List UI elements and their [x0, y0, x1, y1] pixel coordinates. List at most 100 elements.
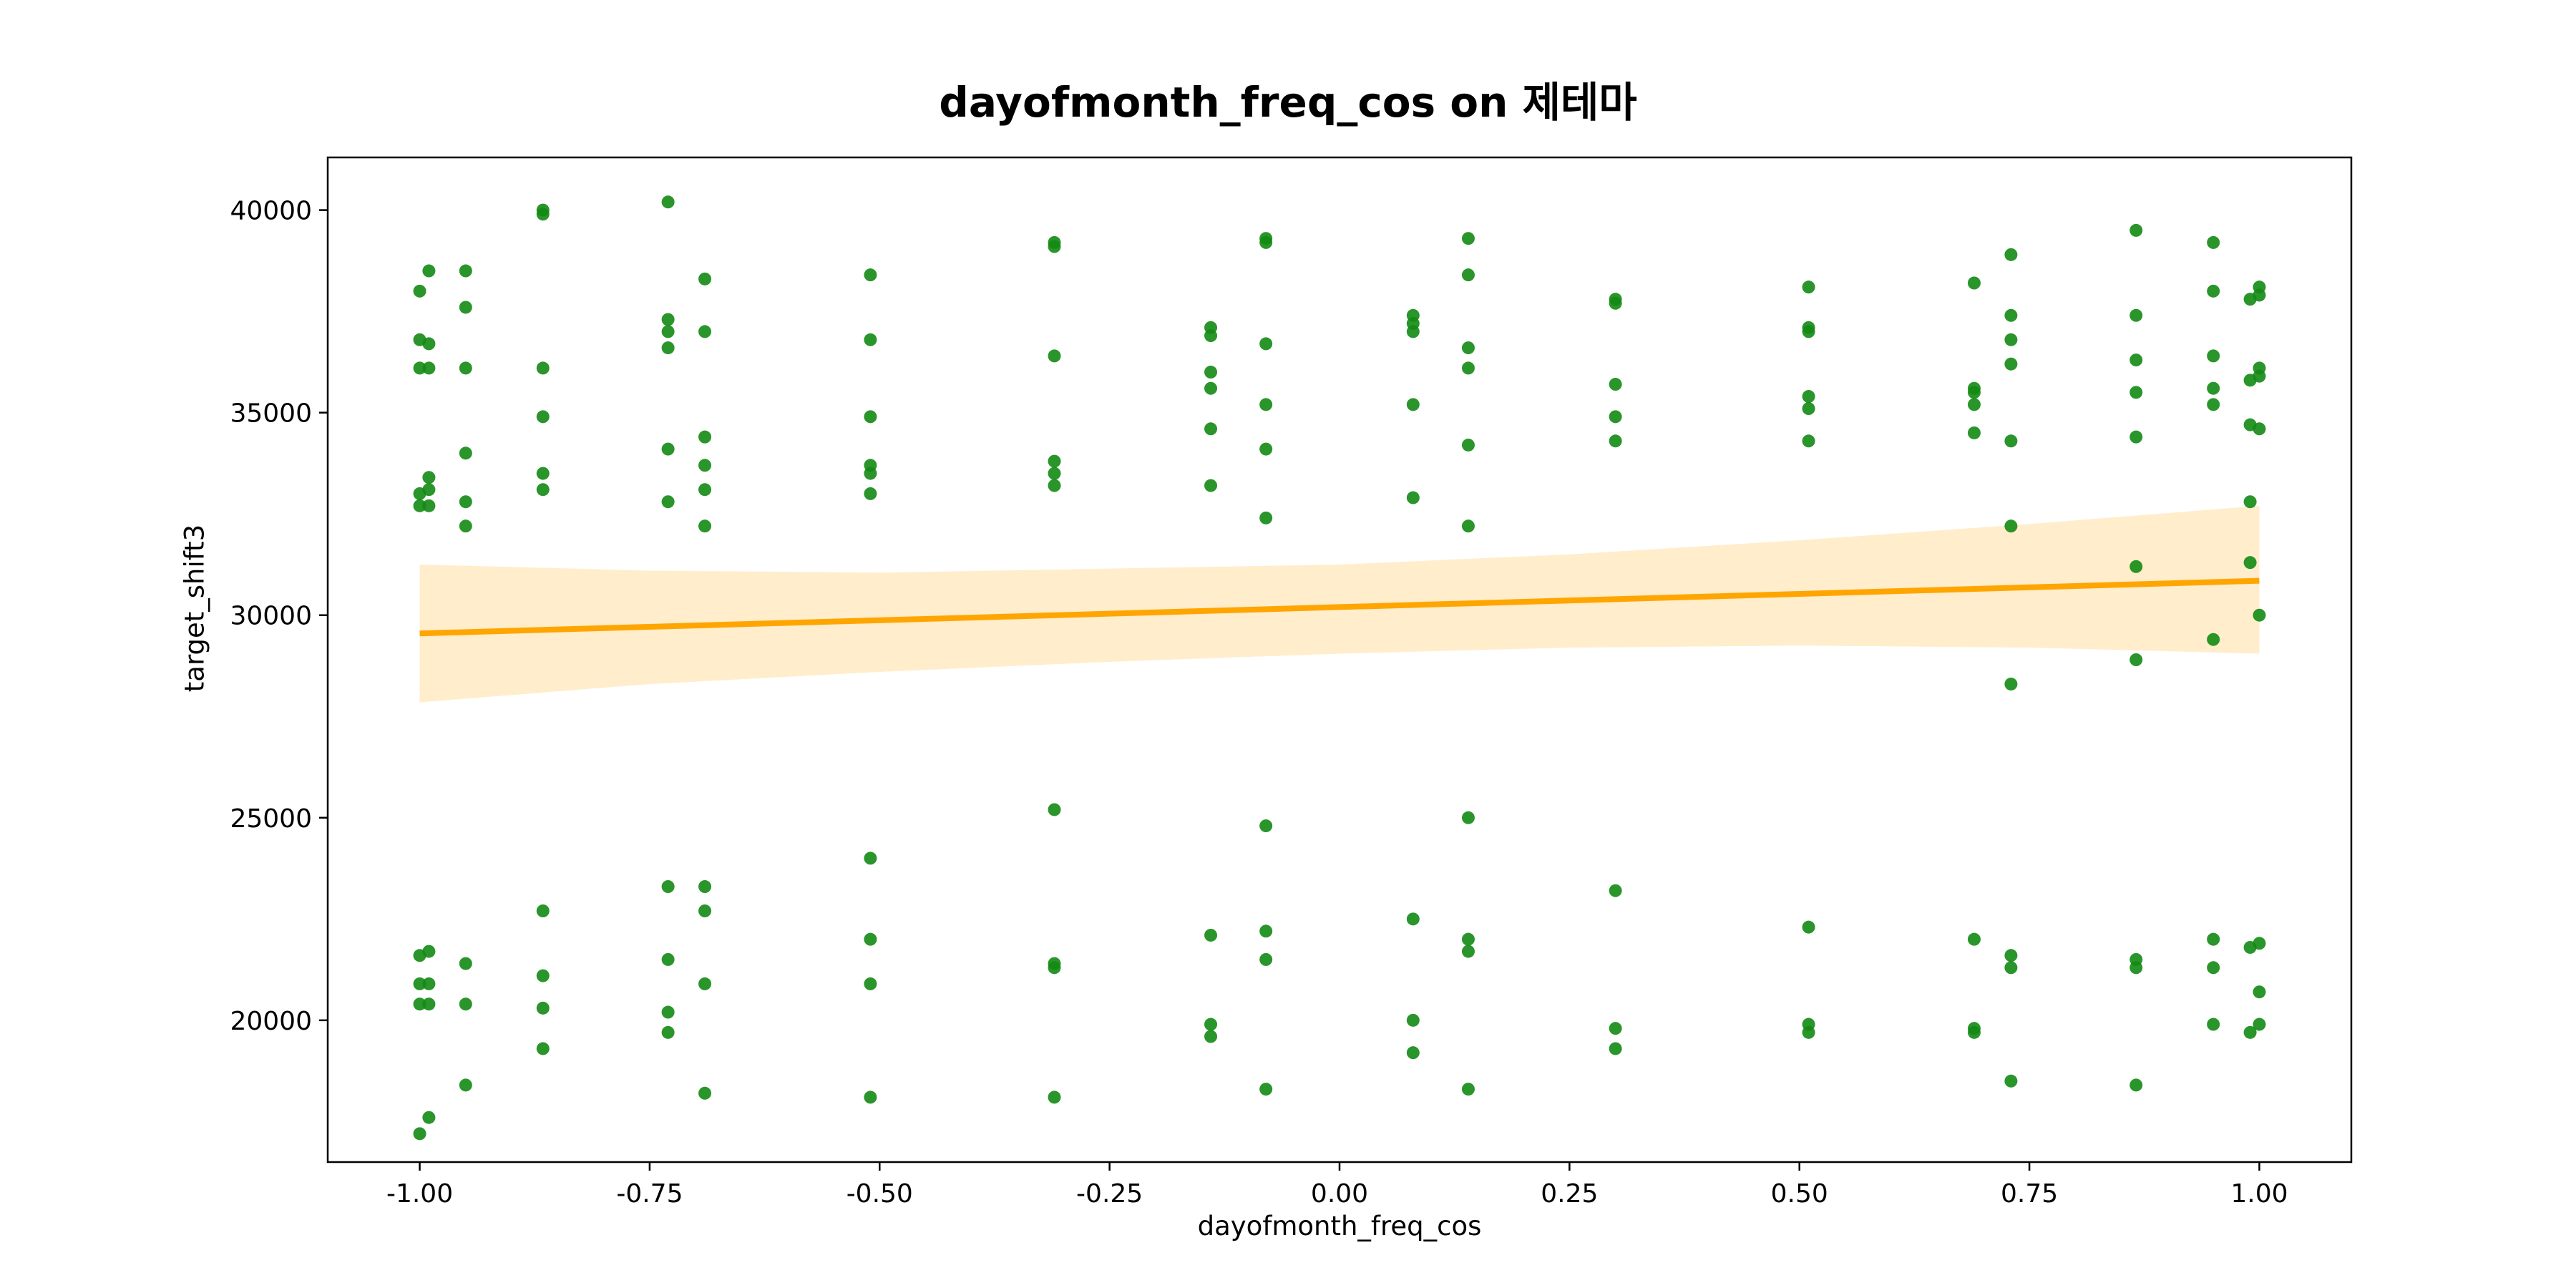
data-point [459, 519, 472, 533]
data-point [2207, 932, 2220, 946]
data-point [2243, 495, 2257, 509]
data-point [413, 284, 426, 298]
data-point [698, 904, 712, 917]
data-point [1967, 398, 1981, 411]
data-point [1967, 426, 1981, 439]
data-point [1461, 361, 1475, 375]
data-point [422, 264, 436, 278]
x-tick-label: 0.00 [1311, 1179, 1368, 1209]
data-point [2129, 308, 2143, 322]
data-point [864, 977, 877, 990]
x-tick-label: 1.00 [2230, 1179, 2288, 1209]
data-point [2004, 949, 2018, 962]
data-point [413, 361, 426, 375]
chart-title: dayofmonth_freq_cos on 제테마 [939, 78, 1637, 127]
data-point [1048, 803, 1061, 816]
data-point [1048, 467, 1061, 480]
y-tick-label: 40000 [230, 197, 312, 226]
data-point [459, 495, 472, 509]
x-tick-label: -0.25 [1076, 1179, 1143, 1209]
data-point [1461, 232, 1475, 245]
data-point [1406, 491, 1420, 504]
data-point [698, 430, 712, 444]
data-point [536, 969, 550, 982]
data-point [1048, 1091, 1061, 1104]
data-point [698, 459, 712, 472]
data-point [661, 1005, 675, 1019]
data-point [661, 325, 675, 338]
data-point [2207, 961, 2220, 975]
data-point [2004, 519, 2018, 533]
data-point [536, 904, 550, 917]
data-point [2243, 556, 2257, 570]
data-point [698, 1086, 712, 1100]
data-point [422, 977, 436, 990]
data-point [1802, 280, 1815, 294]
data-point [536, 361, 550, 375]
data-point [1967, 1025, 1981, 1039]
data-point [2207, 1018, 2220, 1031]
data-point [1259, 924, 1273, 938]
data-point [2253, 608, 2266, 622]
data-point [2129, 353, 2143, 367]
data-point [2207, 235, 2220, 249]
data-point [864, 487, 877, 500]
data-point [1048, 454, 1061, 468]
data-point [1204, 1030, 1218, 1043]
data-point [2004, 333, 2018, 346]
data-point [413, 977, 426, 990]
data-point [1461, 811, 1475, 824]
data-point [1609, 1022, 1622, 1035]
x-tick-label: -1.00 [386, 1179, 453, 1209]
data-point [1461, 519, 1475, 533]
data-point [1048, 479, 1061, 492]
y-tick-label: 25000 [230, 804, 312, 834]
data-point [864, 467, 877, 480]
x-tick-label: -0.50 [847, 1179, 913, 1209]
y-axis-label: target_shift3 [179, 524, 210, 693]
data-point [1461, 945, 1475, 958]
data-point [1967, 276, 1981, 290]
data-point [698, 483, 712, 497]
data-point [1609, 884, 1622, 897]
data-point [2253, 288, 2266, 302]
data-point [2004, 677, 2018, 691]
data-point [864, 333, 877, 346]
data-point [1967, 932, 1981, 946]
data-point [2129, 386, 2143, 399]
data-point [661, 313, 675, 326]
data-point [536, 203, 550, 217]
data-points-layer [413, 195, 2266, 1141]
data-point [2004, 961, 2018, 975]
data-point [2129, 961, 2143, 975]
data-point [413, 499, 426, 512]
data-point [2004, 434, 2018, 448]
data-point [1609, 410, 1622, 424]
data-point [459, 957, 472, 970]
data-point [661, 880, 675, 894]
data-point [422, 1111, 436, 1124]
regression-line [419, 577, 2260, 637]
data-point [1048, 961, 1061, 975]
data-point [2129, 1078, 2143, 1092]
data-point [459, 264, 472, 278]
data-point [1259, 337, 1273, 351]
data-point [864, 1091, 877, 1104]
data-point [2207, 633, 2220, 646]
data-point [422, 499, 436, 512]
confidence-band-layer [419, 505, 2260, 703]
data-point [1967, 386, 1981, 399]
y-tick-label: 35000 [230, 399, 312, 429]
data-point [1461, 341, 1475, 355]
data-point [459, 361, 472, 375]
data-point [2207, 349, 2220, 363]
x-tick-label: 0.50 [1771, 1179, 1828, 1209]
data-point [1048, 349, 1061, 363]
data-point [661, 341, 675, 355]
data-point [1802, 920, 1815, 934]
data-point [2207, 284, 2220, 298]
data-point [1259, 819, 1273, 833]
data-point [661, 195, 675, 209]
data-point [422, 361, 436, 375]
data-point [1802, 434, 1815, 448]
